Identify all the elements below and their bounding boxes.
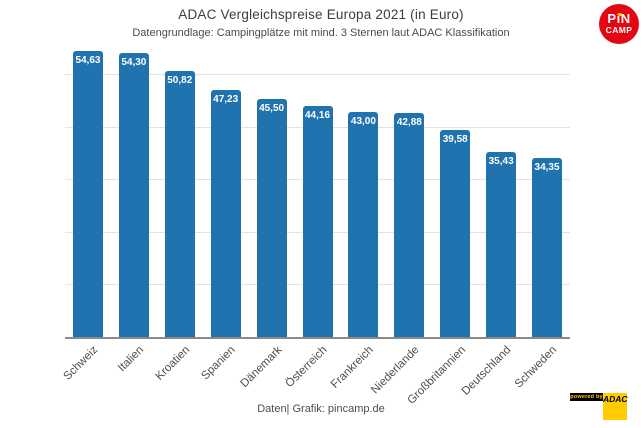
chart-subtitle: Datengrundlage: Campingplätze mit mind. … <box>132 27 510 39</box>
x-axis-label: Schweden <box>513 344 560 391</box>
pincamp-logo-text-top: PiN <box>607 11 631 26</box>
adac-logo: ADAC <box>603 393 628 420</box>
bar-Großbritannien: 39,58 <box>440 130 471 338</box>
bar-value-label: 42,88 <box>396 116 422 128</box>
bar-value-label: 50,82 <box>167 75 193 87</box>
bar-value-label: 43,00 <box>350 116 376 128</box>
bar-Kroatien: 50,82 <box>164 71 195 338</box>
pincamp-logo: PiN CAMP <box>599 4 639 44</box>
bar-Dänemark: 45,50 <box>256 99 287 338</box>
bar-Frankreich: 43,00 <box>348 112 379 338</box>
x-axis-label: Dänemark <box>238 344 285 391</box>
powered-by-label: powered by <box>570 393 603 401</box>
gridline <box>65 74 570 76</box>
x-axis-line <box>65 337 570 339</box>
bar-chart-plot-area: 54,63 54,30 50,82 47,23 45,50 44,16 43,00 42,88… <box>65 47 570 339</box>
x-axis-label: Spanien <box>199 344 239 383</box>
pincamp-logo-text-bottom: CAMP <box>605 25 633 35</box>
bar-Schweden: 34,35 <box>532 157 563 338</box>
bar-value-label: 47,23 <box>213 93 239 105</box>
x-axis-label: Schweiz <box>61 344 101 383</box>
x-axis-label: Italien <box>116 344 147 375</box>
x-axis-label: Frankreich <box>328 344 376 391</box>
bar-value-label: 45,50 <box>259 103 285 115</box>
x-axis-label: Österreich <box>283 344 330 390</box>
bar-Deutschland: 35,43 <box>486 151 517 338</box>
bar-Schweiz: 54,63 <box>72 51 103 338</box>
bar-value-label: 54,30 <box>121 56 147 68</box>
bar-Spanien: 47,23 <box>210 89 241 338</box>
bar-Niederlande: 42,88 <box>394 112 425 338</box>
bar-value-label: 44,16 <box>304 110 331 122</box>
bar-Italien: 54,30 <box>118 52 149 338</box>
bar-value-label: 34,35 <box>534 161 560 173</box>
pincamp-i-dot-icon <box>618 12 622 16</box>
x-axis-label: Kroatien <box>153 344 193 383</box>
credit-text: Daten| Grafik: pincamp.de <box>257 403 385 415</box>
bar-value-label: 54,63 <box>75 55 101 67</box>
bar-value-label: 35,43 <box>488 155 514 167</box>
bar-value-label: 39,58 <box>442 134 468 146</box>
chart-title: ADAC Vergleichspreise Europa 2021 (in Eu… <box>178 7 464 22</box>
bar-Österreich: 44,16 <box>302 106 333 338</box>
